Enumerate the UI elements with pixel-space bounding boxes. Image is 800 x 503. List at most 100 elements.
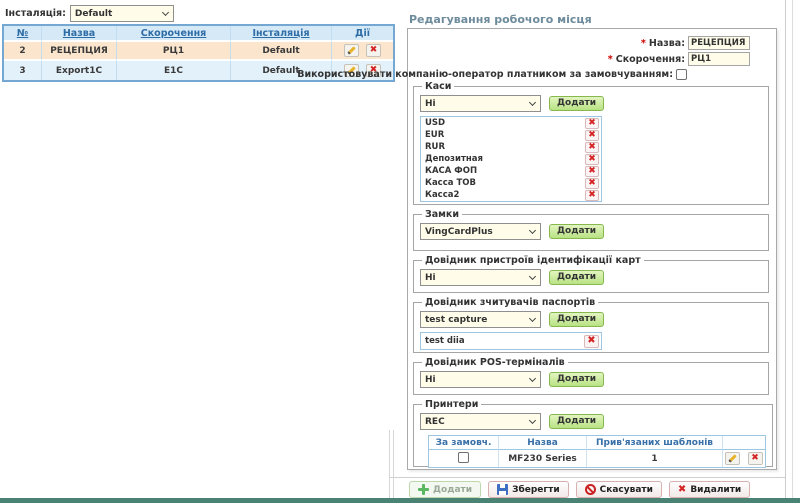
cash-item-delete-button[interactable]: ✖: [585, 129, 599, 141]
printers-legend: Принтери: [425, 399, 479, 410]
delete-button[interactable]: ✖: [366, 44, 382, 57]
card-id-devices-section: Довідник пристроїв ідентифікації карт Ні…: [413, 255, 769, 293]
card-id-device-select[interactable]: Ні: [420, 269, 541, 286]
shortname-field[interactable]: [688, 52, 750, 66]
red-x-icon: ✖: [588, 141, 596, 152]
locks-section: Замки VingCardPlus Додати: [413, 209, 769, 251]
edit-button[interactable]: [343, 44, 359, 57]
cell-shortname: Е1С: [117, 61, 231, 80]
chevron-down-icon: [161, 8, 169, 17]
printer-default-checkbox[interactable]: [458, 451, 469, 463]
operator-default-row: Використовувати компанію-оператор платни…: [297, 69, 687, 80]
column-header-actions: Дії: [332, 26, 393, 42]
edit-button[interactable]: [343, 64, 359, 77]
cash-register-list: USD ✖ EUR ✖ RUR ✖ Депозитная ✖ КАСА ФОП: [420, 116, 602, 202]
delete-workstation-button[interactable]: ✖ Видалити: [668, 481, 751, 498]
cash-registers-legend: Каси: [425, 81, 452, 92]
cash-item-delete-button[interactable]: ✖: [585, 117, 599, 129]
form-title: Редагування робочого місця: [409, 13, 592, 26]
red-x-icon: ✖: [588, 177, 596, 188]
cell-shortname: РЦ1: [117, 42, 231, 61]
plus-icon: [418, 484, 429, 495]
passport-reader-list: test diia ✖: [420, 332, 602, 350]
passport-reader-select[interactable]: test capture: [420, 311, 541, 328]
list-item: EUR ✖: [421, 129, 601, 141]
printers-section: Принтери REC Додати За замовч. Назва При…: [413, 399, 773, 468]
locks-add-button[interactable]: Додати: [549, 224, 605, 239]
required-marker: *: [640, 37, 646, 49]
footer-button-bar: Додати Зберегти Скасувати ✖ Видалити: [409, 481, 751, 498]
page-edge-divider: [792, 0, 793, 498]
shortname-label: Скорочення:: [615, 53, 685, 65]
cash-item-delete-button[interactable]: ✖: [585, 141, 599, 153]
column-header-shortname[interactable]: Скорочення: [117, 26, 231, 42]
chevron-down-icon: [528, 226, 537, 235]
list-item: Касса2 ✖: [421, 189, 601, 201]
passport-reader-add-button[interactable]: Додати: [549, 312, 605, 327]
pos-terminal-select[interactable]: Ні: [420, 371, 541, 388]
card-id-devices-legend: Довідник пристроїв ідентифікації карт: [425, 255, 641, 266]
column-header-printer-actions: [723, 436, 765, 450]
list-item: Депозитная ✖: [421, 153, 601, 165]
printer-templates-cell: 1: [587, 450, 723, 467]
passport-item-delete-button[interactable]: ✖: [584, 334, 599, 348]
column-header-default: За замовч.: [429, 436, 499, 450]
middle-divider: [393, 430, 394, 498]
column-header-printer-name: Назва: [499, 436, 587, 450]
table-header-row: № Назва Скорочення Інсталяція Дії: [4, 26, 393, 42]
printers-table: За замовч. Назва Прив'язаних шаблонів MF…: [428, 435, 766, 468]
cash-item-delete-button[interactable]: ✖: [585, 177, 599, 189]
cash-item-delete-button[interactable]: ✖: [585, 189, 599, 201]
operator-default-checkbox[interactable]: [676, 69, 687, 80]
cell-installation: Default: [231, 61, 332, 80]
cash-register-select[interactable]: Ні: [420, 95, 541, 112]
red-x-icon: ✖: [588, 189, 596, 200]
column-header-name[interactable]: Назва: [42, 26, 117, 42]
cell-number: 3: [4, 61, 42, 80]
printer-add-button[interactable]: Додати: [549, 414, 605, 429]
list-item: RUR ✖: [421, 141, 601, 153]
name-row: * Назва:: [414, 36, 750, 50]
chevron-down-icon: [528, 272, 537, 281]
printer-edit-button[interactable]: [725, 452, 741, 465]
locks-select[interactable]: VingCardPlus: [420, 223, 541, 240]
passport-readers-legend: Довідник зчитувачів паспортів: [425, 297, 596, 308]
required-marker: *: [607, 53, 613, 65]
workstations-table: № Назва Скорочення Інсталяція Дії 2 РЕЦЕ…: [2, 24, 395, 82]
card-id-device-add-button[interactable]: Додати: [549, 270, 605, 285]
list-item: Касса ТОВ ✖: [421, 177, 601, 189]
printer-actions-cell: ✖: [723, 450, 765, 467]
cancel-button[interactable]: Скасувати: [575, 481, 662, 498]
middle-divider: [389, 430, 390, 498]
cash-item-delete-button[interactable]: ✖: [585, 153, 599, 165]
red-x-icon: ✖: [369, 65, 378, 75]
workstation-edit-form: * Назва: * Скорочення: Використовувати к…: [297, 28, 777, 470]
table-row: 3 Export1C Е1С Default ✖: [4, 61, 393, 80]
red-x-icon: ✖: [751, 453, 759, 463]
column-header-templates: Прив'язаних шаблонів: [587, 436, 723, 450]
name-field[interactable]: [688, 36, 750, 50]
pos-terminal-add-button[interactable]: Додати: [549, 372, 605, 387]
cash-add-button[interactable]: Додати: [549, 96, 605, 111]
save-button[interactable]: Зберегти: [488, 481, 569, 498]
printer-select[interactable]: REC: [420, 413, 541, 430]
printer-delete-button[interactable]: ✖: [747, 452, 763, 465]
installation-select[interactable]: Default: [69, 5, 174, 22]
footer-add-button: Додати: [409, 481, 482, 498]
column-header-number[interactable]: №: [4, 26, 42, 42]
chevron-down-icon: [528, 98, 537, 107]
footer-divider: [390, 477, 786, 478]
chevron-down-icon: [528, 374, 537, 383]
cash-item-delete-button[interactable]: ✖: [585, 165, 599, 177]
cell-number: 2: [4, 42, 42, 61]
column-header-installation[interactable]: Інсталяція: [231, 26, 332, 42]
red-x-icon: ✖: [588, 117, 596, 128]
red-x-icon: ✖: [587, 335, 596, 346]
cell-name: РЕЦЕПЦИЯ: [42, 42, 117, 61]
cell-name: Export1C: [42, 61, 117, 80]
cell-actions: ✖: [332, 42, 393, 61]
shortname-row: * Скорочення:: [414, 52, 750, 66]
red-x-icon: ✖: [369, 45, 378, 55]
delete-button[interactable]: ✖: [366, 64, 382, 77]
